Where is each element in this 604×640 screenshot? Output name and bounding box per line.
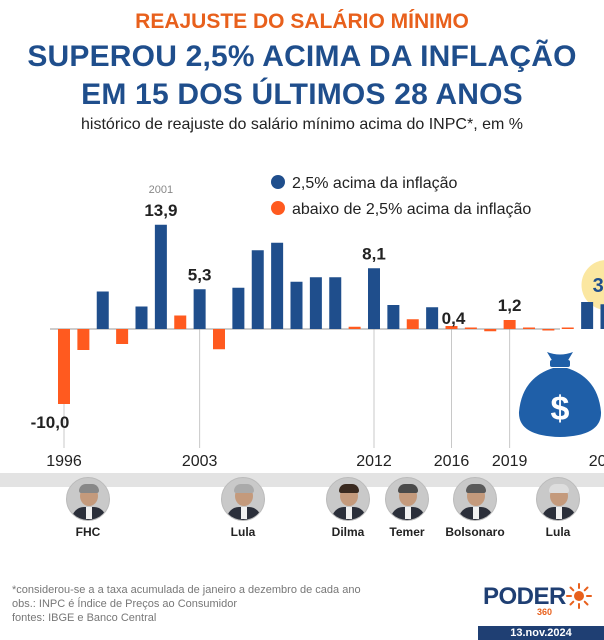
bar-1996: [58, 329, 70, 404]
presidents-timeline-band: [0, 473, 604, 487]
footnote-2: obs.: INPC é Índice de Preços ao Consumi…: [12, 598, 238, 610]
bar-2007: [271, 242, 284, 329]
president-name: Bolsonaro: [445, 525, 505, 539]
bar-chart: -10,0 13,9 5,3 8,1 0,4 1,2 3,3 1996 2003 2012 201…: [31, 175, 604, 470]
bar-1999: [116, 329, 129, 344]
bar-2016: [445, 326, 458, 329]
bar-2013: [387, 305, 400, 329]
data-label-2024: 3,3: [593, 275, 604, 297]
bar-2008: [290, 281, 303, 329]
footnote-1: *considerou-se a a taxa acumulada de jan…: [12, 584, 361, 596]
legend-swatch-below: [271, 201, 285, 215]
data-label-2003: 5,3: [188, 265, 212, 284]
bar-2021: [542, 329, 555, 331]
dollar-icon: $: [551, 390, 570, 428]
x-tick-2016: 2016: [434, 453, 470, 470]
subtitle: histórico de reajuste do salário mínimo …: [81, 116, 523, 133]
president-avatar: [221, 477, 265, 521]
date-badge: 13.nov.2024: [478, 626, 604, 640]
president-6: Lula: [523, 477, 593, 539]
headline-line-2: EM 15 DOS ÚLTIMOS 28 ANOS: [81, 78, 523, 111]
x-tick-2024: 2024: [589, 453, 604, 470]
president-5: Bolsonaro: [440, 477, 510, 539]
president-avatar: [66, 477, 110, 521]
data-label-2001: 13,9: [144, 201, 177, 220]
bar-2017: [464, 327, 477, 329]
bar-2019: [503, 320, 516, 329]
president-name: Lula: [545, 525, 571, 539]
bar-2018: [484, 329, 497, 332]
president-2: Lula: [208, 477, 278, 539]
x-tick-1996: 1996: [46, 453, 82, 470]
data-label-2019: 1,2: [498, 296, 522, 315]
bar-2014: [406, 319, 419, 329]
logo-sub: 360: [537, 607, 553, 617]
president-avatar: [326, 477, 370, 521]
legend-label-above: 2,5% acima da inflação: [292, 175, 458, 192]
bar-2000: [135, 306, 148, 329]
bar-1998: [96, 291, 109, 329]
bar-2001: [154, 224, 167, 329]
bar-2011: [348, 326, 361, 329]
sun-icon: [566, 583, 592, 609]
annotation-2001: 2001: [149, 184, 173, 196]
poder360-logo: PODER 360: [483, 580, 595, 620]
footnote-3: fontes: IBGE e Banco Central: [12, 612, 157, 624]
bar-1997: [77, 329, 90, 350]
president-name: Lula: [230, 525, 256, 539]
year-gridlines: [63, 329, 511, 448]
bar-2004: [213, 329, 225, 350]
bar-2020: [523, 327, 535, 329]
bar-2012: [368, 268, 380, 329]
data-label-2012: 8,1: [362, 244, 386, 263]
legend: 2,5% acima da inflação abaixo de 2,5% ac…: [271, 175, 531, 218]
bar-2005: [232, 287, 245, 329]
legend-label-below: abaixo de 2,5% acima da inflação: [292, 201, 531, 218]
bar-2009: [309, 277, 322, 329]
x-tick-2003: 2003: [182, 453, 218, 470]
president-name: FHC: [75, 525, 101, 539]
logo-wordmark: PODER: [483, 583, 566, 610]
bars-group: [58, 224, 604, 404]
bar-2022: [561, 327, 574, 329]
x-tick-2012: 2012: [356, 453, 392, 470]
money-bag-icon: $: [518, 352, 602, 437]
president-name: Dilma: [331, 525, 365, 539]
president-name: Temer: [389, 525, 425, 539]
kicker: REAJUSTE DO SALÁRIO MÍNIMO: [135, 10, 469, 33]
bar-2003: [193, 289, 206, 329]
legend-swatch-above: [271, 175, 285, 189]
president-avatar: [453, 477, 497, 521]
bar-2023: [581, 302, 594, 329]
bar-2015: [426, 307, 439, 329]
bar-2010: [329, 277, 342, 329]
president-avatar: [536, 477, 580, 521]
x-tick-2019: 2019: [492, 453, 528, 470]
bar-2006: [251, 250, 264, 329]
president-avatar: [385, 477, 429, 521]
headline-line-1: SUPEROU 2,5% ACIMA DA INFLAÇÃO: [27, 40, 577, 73]
highlight-circle-2024: [581, 260, 604, 310]
bar-2002: [174, 315, 187, 329]
data-label-1996: -10,0: [31, 413, 70, 432]
president-1: FHC: [53, 477, 123, 539]
x-tick-labels-group: 1996 2003 2012 2016 2019 2024: [46, 453, 604, 470]
data-label-2016: 0,4: [442, 309, 466, 328]
data-labels-group: -10,0 13,9 5,3 8,1 0,4 1,2 3,3: [31, 201, 604, 432]
bar-2024: [600, 304, 604, 329]
president-3: Dilma: [313, 477, 383, 539]
president-4: Temer: [372, 477, 442, 539]
